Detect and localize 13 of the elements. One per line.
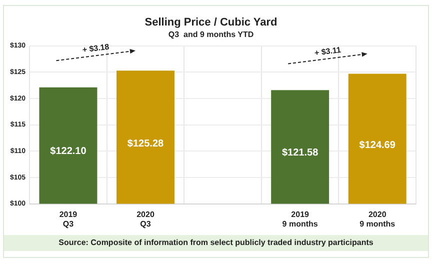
annotation: + $3.18 xyxy=(82,42,110,55)
data-label: $124.69 xyxy=(359,140,396,152)
x-tick-label: 2019 Q3 xyxy=(59,210,78,228)
data-label: $125.28 xyxy=(127,138,164,150)
chart-title: Selling Price / Cubic Yard xyxy=(144,16,278,29)
x-tick-label: 2020 Q3 xyxy=(136,210,155,228)
x-tick-label: 2019 9 months xyxy=(282,210,318,228)
annotation: + $3.11 xyxy=(314,45,342,58)
chart-subtitle: Q3 and 9 months YTD xyxy=(168,30,254,40)
source-note: Source: Composite of information from select publicly traded industry participants xyxy=(4,235,428,251)
data-label: $121.58 xyxy=(282,147,319,158)
data-label: $122.10 xyxy=(50,146,87,158)
x-tick-label: 2020 9 months xyxy=(360,210,396,228)
